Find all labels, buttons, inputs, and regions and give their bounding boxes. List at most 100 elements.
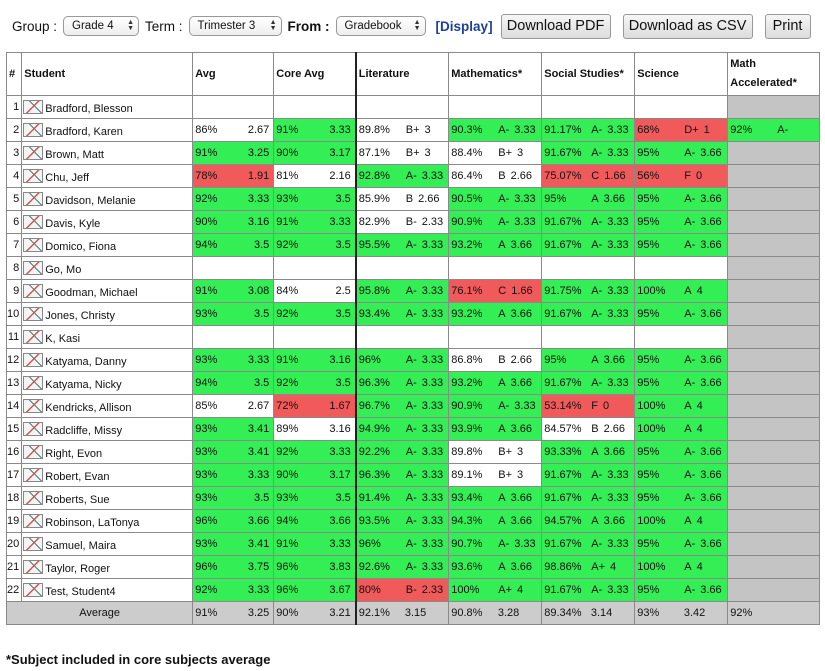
ss-grade-cell[interactable]: 91.67% A- 3.33: [541, 371, 636, 395]
math-grade-cell[interactable]: 90.7% A- 3.33: [448, 532, 543, 556]
lit-grade-cell[interactable]: 92.8% A- 3.33: [354, 164, 450, 188]
download-pdf-button[interactable]: Download PDF: [500, 13, 611, 39]
ss-grade-cell[interactable]: 84.57% B 2.66: [541, 417, 636, 441]
math-grade-cell[interactable]: 90.9% A- 3.33: [448, 210, 543, 234]
student-cell[interactable]: Goodman, Michael: [21, 279, 194, 303]
sci-grade-cell[interactable]: 100% A 4: [634, 509, 729, 533]
math-accelerated-cell[interactable]: [727, 279, 821, 303]
table-row[interactable]: 1 Bradford, Blesson: [5, 95, 821, 119]
ss-grade-cell[interactable]: 91.67% A- 3.33: [541, 486, 636, 510]
student-cell[interactable]: Robinson, LaTonya: [21, 509, 194, 533]
math-grade-cell[interactable]: 76.1% C 1.66: [448, 279, 543, 303]
math-accelerated-cell[interactable]: [727, 371, 821, 395]
math-accelerated-cell[interactable]: [727, 578, 821, 602]
student-cell[interactable]: Davis, Kyle: [21, 210, 194, 234]
lit-grade-cell[interactable]: 89.8% B+ 3: [354, 118, 450, 142]
student-cell[interactable]: Jones, Christy: [21, 302, 194, 326]
math-grade-cell[interactable]: 90.3% A- 3.33: [448, 118, 543, 142]
ss-grade-cell[interactable]: 91.67% A- 3.33: [541, 210, 636, 234]
student-cell[interactable]: Kendricks, Allison: [21, 394, 194, 418]
math-grade-cell[interactable]: [448, 95, 543, 119]
math-grade-cell[interactable]: 90.5% A- 3.33: [448, 187, 543, 211]
ss-grade-cell[interactable]: [541, 256, 636, 280]
table-row[interactable]: 2 Bradford, Karen 86% 2.67 91% 3.33 89.8% B+ 3 90…: [5, 118, 821, 142]
table-row[interactable]: 14 Kendricks, Allison 85% 2.67 72% 1.67 96.7% A…: [5, 394, 821, 418]
table-row[interactable]: 13 Katyama, Nicky 94% 3.5 92% 3.5 96.3% A- 3.33 9…: [5, 371, 821, 395]
term-select[interactable]: Trimester 3 ▲ ▼: [188, 16, 282, 36]
lit-grade-cell[interactable]: [354, 325, 450, 349]
student-cell[interactable]: Katyama, Nicky: [21, 371, 194, 395]
ss-grade-cell[interactable]: 98.86% A+ 4: [541, 555, 636, 579]
student-cell[interactable]: K, Kasi: [21, 325, 194, 349]
sci-grade-cell[interactable]: 95% A- 3.66: [634, 187, 729, 211]
sci-grade-cell[interactable]: [634, 95, 729, 119]
table-row[interactable]: 20 Samuel, Maira 93% 3.41 91% 3.33 96% A- 3.33 90…: [5, 532, 821, 556]
math-grade-cell[interactable]: 93.2% A 3.66: [448, 302, 543, 326]
math-grade-cell[interactable]: 86.4% B 2.66: [448, 164, 543, 188]
table-row[interactable]: 10 Jones, Christy 93% 3.5 92% 3.5 93.4% A- 3.33 9…: [5, 302, 821, 326]
lit-grade-cell[interactable]: 96% A- 3.33: [354, 348, 450, 372]
ss-grade-cell[interactable]: 91.17% A- 3.33: [541, 118, 636, 142]
math-grade-cell[interactable]: 89.8% B+ 3: [448, 440, 543, 464]
lit-grade-cell[interactable]: 96.7% A- 3.33: [354, 394, 450, 418]
sci-grade-cell[interactable]: [634, 256, 729, 280]
math-accelerated-cell[interactable]: [727, 164, 821, 188]
sci-grade-cell[interactable]: 100% A 4: [634, 279, 729, 303]
student-cell[interactable]: Brown, Matt: [21, 141, 194, 165]
sci-grade-cell[interactable]: 56% F 0: [634, 164, 729, 188]
math-grade-cell[interactable]: [448, 325, 543, 349]
table-row[interactable]: 7 Domico, Fiona 94% 3.5 92% 3.5 95.5% A- 3.33 93.…: [5, 233, 821, 257]
math-accelerated-cell[interactable]: [727, 486, 821, 510]
table-row[interactable]: 6 Davis, Kyle 90% 3.16 91% 3.33 82.9% B- 2.33 90.…: [5, 210, 821, 234]
math-grade-cell[interactable]: 90.9% A- 3.33: [448, 394, 543, 418]
print-button[interactable]: Print: [764, 13, 811, 39]
lit-grade-cell[interactable]: 94.9% A- 3.33: [354, 417, 450, 441]
math-accelerated-cell[interactable]: [727, 256, 821, 280]
student-cell[interactable]: Robert, Evan: [21, 463, 194, 487]
sci-grade-cell[interactable]: 95% A- 3.66: [634, 302, 729, 326]
sci-grade-cell[interactable]: [634, 325, 729, 349]
lit-grade-cell[interactable]: 91.4% A- 3.33: [354, 486, 450, 510]
table-row[interactable]: 17 Robert, Evan 93% 3.33 90% 3.17 96.3% A- 3.33 8…: [5, 463, 821, 487]
table-row[interactable]: 9 Goodman, Michael 91% 3.08 84% 2.5 95.8% A- 3.3…: [5, 279, 821, 303]
math-accelerated-cell[interactable]: [727, 555, 821, 579]
student-cell[interactable]: Domico, Fiona: [21, 233, 194, 257]
student-cell[interactable]: Go, Mo: [21, 256, 194, 280]
lit-grade-cell[interactable]: 96% A- 3.33: [354, 532, 450, 556]
ss-grade-cell[interactable]: 94.57% A 3.66: [541, 509, 636, 533]
sci-grade-cell[interactable]: 95% A- 3.66: [634, 233, 729, 257]
ss-grade-cell[interactable]: 91.67% A- 3.33: [541, 233, 636, 257]
math-grade-cell[interactable]: 93.6% A 3.66: [448, 555, 543, 579]
student-cell[interactable]: Taylor, Roger: [21, 555, 194, 579]
math-grade-cell[interactable]: 93.4% A 3.66: [448, 486, 543, 510]
math-grade-cell[interactable]: [448, 256, 543, 280]
lit-grade-cell[interactable]: 82.9% B- 2.33: [354, 210, 450, 234]
sci-grade-cell[interactable]: 68% D+ 1: [634, 118, 729, 142]
table-row[interactable]: 11 K, Kasi: [5, 325, 821, 349]
lit-grade-cell[interactable]: 96.3% A- 3.33: [354, 463, 450, 487]
table-row[interactable]: 15 Radcliffe, Missy 93% 3.41 89% 3.16 94.9% A- 3…: [5, 417, 821, 441]
ss-grade-cell[interactable]: 95% A 3.66: [541, 187, 636, 211]
math-accelerated-cell[interactable]: [727, 141, 821, 165]
math-accelerated-cell[interactable]: [727, 233, 821, 257]
lit-grade-cell[interactable]: 95.8% A- 3.33: [354, 279, 450, 303]
sci-grade-cell[interactable]: 95% A- 3.66: [634, 532, 729, 556]
ss-grade-cell[interactable]: 75.07% C 1.66: [541, 164, 636, 188]
table-row[interactable]: 5 Davidson, Melanie 92% 3.33 93% 3.5 85.9% B 2.6…: [5, 187, 821, 211]
sci-grade-cell[interactable]: 100% A 4: [634, 394, 729, 418]
sci-grade-cell[interactable]: 100% A 4: [634, 417, 729, 441]
math-grade-cell[interactable]: 93.9% A 3.66: [448, 417, 543, 441]
table-row[interactable]: 22 Test, Student4 92% 3.33 96% 3.67 80% B- 2.33 1…: [5, 578, 821, 602]
sci-grade-cell[interactable]: 95% A- 3.66: [634, 371, 729, 395]
math-accelerated-cell[interactable]: 92% A-: [727, 118, 821, 142]
sci-grade-cell[interactable]: 100% A 4: [634, 555, 729, 579]
student-cell[interactable]: Right, Evon: [21, 440, 194, 464]
ss-grade-cell[interactable]: 91.67% A- 3.33: [541, 141, 636, 165]
ss-grade-cell[interactable]: [541, 95, 636, 119]
sci-grade-cell[interactable]: 95% A- 3.66: [634, 440, 729, 464]
ss-grade-cell[interactable]: [541, 325, 636, 349]
math-grade-cell[interactable]: 93.2% A 3.66: [448, 233, 543, 257]
sci-grade-cell[interactable]: 95% A- 3.66: [634, 348, 729, 372]
table-row[interactable]: 19 Robinson, LaTonya 96% 3.66 94% 3.66 93.5% A-…: [5, 509, 821, 533]
table-row[interactable]: 21 Taylor, Roger 96% 3.75 96% 3.83 92.6% A- 3.33…: [5, 555, 821, 579]
